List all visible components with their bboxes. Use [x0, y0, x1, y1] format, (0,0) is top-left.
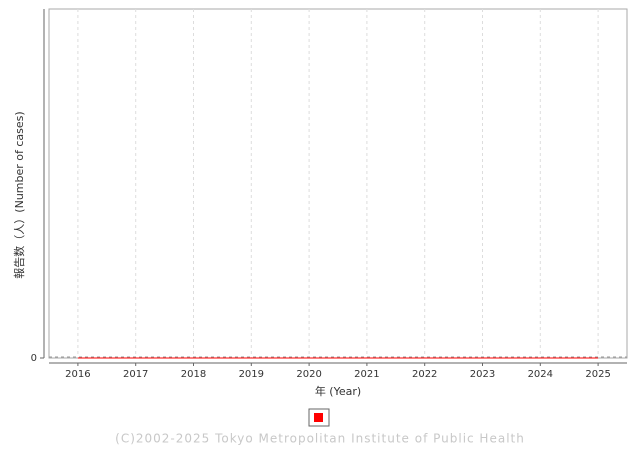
- plot-area: [48, 8, 628, 359]
- x-tick-label: 2025: [585, 369, 610, 380]
- x-tick-label: 2018: [181, 369, 206, 380]
- x-tick-label: 2024: [528, 369, 553, 380]
- y-axis-label: 報告数（人）(Number of cases): [13, 111, 26, 278]
- y-tick-label: 0: [31, 353, 37, 364]
- x-tick-label: 2019: [239, 369, 264, 380]
- legend-swatch: [314, 413, 323, 422]
- footer: (C)2002-2025 Tokyo Metropolitan Institut…: [115, 432, 525, 446]
- x-axis-label: 年 (Year): [315, 384, 361, 398]
- x-tick-label: 2020: [296, 369, 321, 380]
- x-tick-label: 2017: [123, 369, 148, 380]
- x-tick-label: 2023: [470, 369, 495, 380]
- x-tick-label: 2022: [412, 369, 437, 380]
- x-tick-label: 2021: [354, 369, 379, 380]
- x-tick-label: 2016: [65, 369, 90, 380]
